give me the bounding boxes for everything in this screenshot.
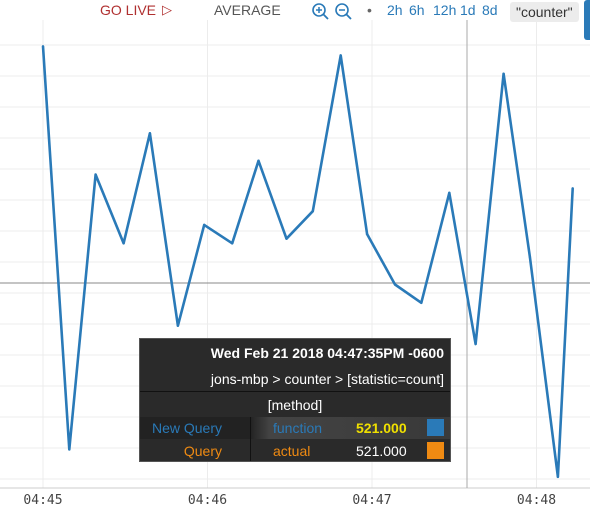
range-12h[interactable]: 12h — [433, 2, 457, 18]
data-point — [148, 132, 152, 135]
zoom-in-icon[interactable] — [311, 2, 329, 22]
play-triangle-icon[interactable]: ▷ — [162, 2, 172, 17]
tooltip-query-name: New Query — [151, 420, 222, 436]
data-point — [393, 283, 397, 286]
x-axis-ticks: 04:45 04:46 04:47 04:48 — [23, 493, 556, 508]
x-tick-label: 04:48 — [517, 493, 556, 508]
hover-tooltip: Wed Feb 21 2018 04:47:35PM -0600 jons-mb… — [139, 338, 451, 462]
data-point — [448, 191, 451, 195]
tooltip-color-swatch — [427, 419, 444, 436]
tooltip-group-label: [method] — [267, 397, 323, 413]
x-tick-label: 04:45 — [23, 493, 62, 508]
panel-edge-handle[interactable] — [584, 0, 590, 40]
tooltip-divider — [140, 391, 450, 392]
tooltip-color-swatch — [427, 442, 444, 459]
data-point — [474, 342, 477, 346]
data-point — [68, 448, 71, 451]
go-live-button[interactable]: GO LIVE — [100, 2, 157, 18]
tooltip-path: jons-mbp > counter > [statistic=count] — [210, 371, 444, 387]
data-point — [94, 173, 97, 176]
data-point — [420, 301, 423, 304]
x-tick-label: 04:47 — [352, 493, 391, 508]
data-point — [257, 159, 260, 163]
data-point — [285, 237, 288, 240]
data-point — [528, 255, 532, 259]
tooltip-value: 521.000 — [356, 420, 407, 436]
data-point — [41, 45, 45, 48]
tooltip-query-name: Query — [183, 443, 222, 459]
range-1d[interactable]: 1d — [460, 2, 476, 18]
data-point — [339, 54, 342, 57]
data-point — [571, 187, 574, 190]
data-point — [365, 232, 369, 236]
range-8d[interactable]: 8d — [482, 2, 498, 18]
data-point — [122, 242, 125, 245]
tooltip-row: Query actual 521.000 — [140, 440, 450, 462]
x-tick-label: 04:46 — [188, 493, 227, 508]
aggregation-select[interactable]: AVERAGE — [214, 2, 281, 18]
tooltip-row: New Query function 521.000 — [140, 417, 450, 439]
data-point — [230, 242, 234, 245]
data-point — [203, 223, 206, 227]
data-point — [502, 72, 505, 76]
tooltip-timestamp: Wed Feb 21 2018 04:47:35PM -0600 — [210, 345, 444, 361]
toolbar-separator: • — [367, 2, 372, 18]
data-point — [311, 210, 314, 213]
data-point — [176, 324, 180, 327]
tooltip-column-divider — [250, 417, 251, 461]
series-name-pill[interactable]: "counter" — [510, 2, 579, 22]
data-point — [556, 475, 560, 479]
range-6h[interactable]: 6h — [409, 2, 425, 18]
tooltip-function: actual — [273, 443, 311, 459]
range-2h[interactable]: 2h — [387, 2, 403, 18]
chart-toolbar: GO LIVE ▷ AVERAGE • 2h 6h 12h 1d 8d "cou… — [0, 0, 590, 22]
tooltip-function: function — [273, 420, 323, 436]
zoom-out-icon[interactable] — [334, 2, 352, 22]
tooltip-value: 521.000 — [356, 443, 407, 459]
